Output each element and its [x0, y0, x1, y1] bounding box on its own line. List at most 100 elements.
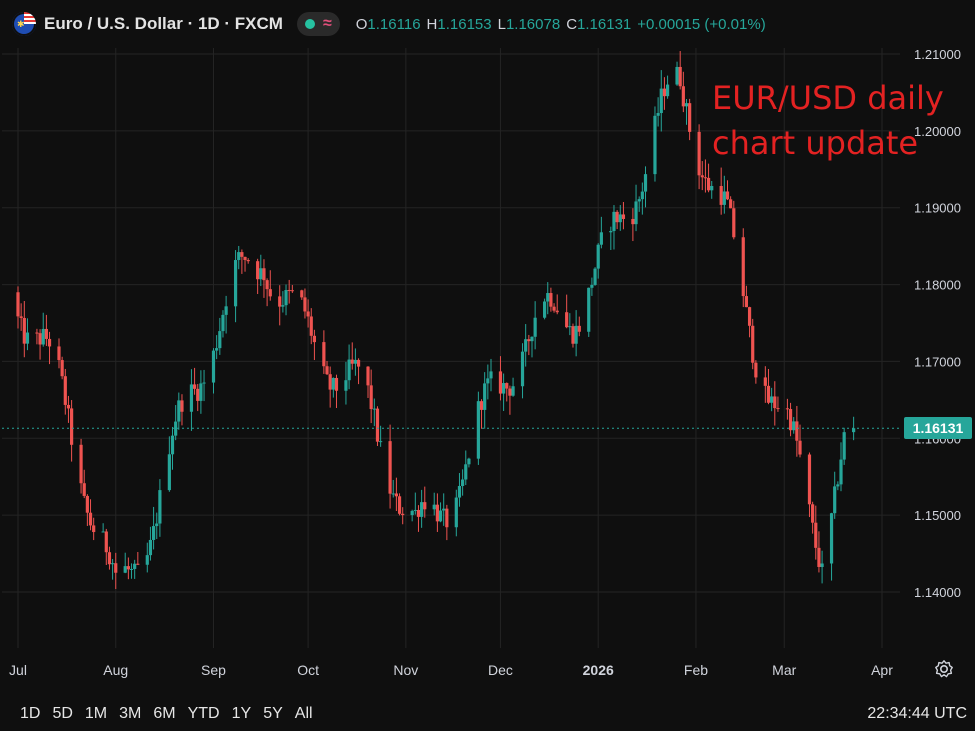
candle [82, 469, 86, 499]
candle [766, 368, 771, 405]
candle [196, 383, 200, 412]
candle [684, 99, 689, 125]
x-tick-label: Mar [772, 662, 796, 678]
x-tick-label: 2026 [583, 662, 614, 678]
candle [659, 70, 663, 132]
candle [432, 492, 436, 516]
candle [300, 289, 304, 300]
candle [101, 523, 105, 533]
candle [527, 334, 531, 356]
candle [788, 402, 793, 437]
status-dot-icon [304, 19, 315, 29]
candle [63, 368, 67, 415]
candle [202, 369, 206, 402]
candle [464, 450, 468, 486]
candle [732, 200, 736, 240]
candle [773, 381, 777, 426]
last-price-label: 1.16131 [904, 417, 972, 440]
candle [798, 424, 802, 458]
candle [643, 166, 648, 208]
candle [839, 442, 843, 492]
candle [44, 314, 48, 346]
candle [505, 382, 509, 402]
candle [725, 180, 730, 201]
candle [457, 473, 462, 507]
candle [136, 552, 140, 566]
candle [785, 398, 790, 420]
x-tick-label: Feb [684, 662, 708, 678]
close-value: 1.16131 [577, 15, 632, 33]
candle [829, 512, 834, 581]
candle [350, 342, 354, 370]
candle [325, 361, 329, 376]
candle [334, 374, 339, 409]
tf-1d[interactable]: 1D [20, 704, 41, 722]
candle [70, 400, 74, 462]
bottom-toolbar: 1D 5D 1M 3M 6M YTD 1Y 5Y All 22:34:44 UT… [0, 696, 975, 731]
candle [706, 163, 711, 193]
symbol-title[interactable]: Euro / U.S. Dollar · 1D · FXCM [44, 14, 283, 33]
candle [596, 243, 600, 279]
candle [656, 97, 660, 127]
candle [240, 249, 244, 274]
candle [820, 550, 824, 584]
candle [533, 301, 537, 350]
candle [811, 501, 815, 534]
candle [413, 492, 417, 515]
candle [170, 426, 175, 470]
candle [110, 559, 115, 580]
candle [309, 308, 313, 345]
candle [60, 356, 64, 380]
y-tick-label: 1.18000 [914, 278, 961, 293]
low-label: L [497, 15, 506, 33]
candle [833, 471, 837, 519]
candle [259, 254, 263, 287]
chart-header: ✱ Euro / U.S. Dollar · 1D · FXCM ≈ O1.16… [0, 0, 975, 48]
candle [593, 267, 597, 286]
utc-clock[interactable]: 22:34:44 UTC [867, 704, 967, 722]
candle [22, 300, 26, 358]
candle [807, 452, 812, 518]
candle [618, 205, 622, 231]
tf-ytd[interactable]: YTD [187, 704, 220, 722]
candle [47, 331, 52, 365]
candle [353, 348, 358, 376]
candle [609, 226, 613, 250]
candle [199, 370, 203, 414]
candle [221, 310, 225, 338]
candle [486, 364, 490, 400]
tf-all[interactable]: All [294, 704, 313, 722]
candle [303, 288, 307, 319]
candle [817, 531, 821, 573]
candle [57, 338, 61, 369]
candle [107, 546, 112, 570]
tf-1m[interactable]: 1M [84, 704, 108, 722]
candle [498, 356, 503, 401]
candle [795, 405, 799, 457]
x-tick-label: Aug [103, 662, 128, 678]
tf-3m[interactable]: 3M [119, 704, 142, 722]
candle [114, 552, 118, 590]
candle [662, 77, 667, 110]
tf-1y[interactable]: 1Y [231, 704, 252, 722]
market-status-pill[interactable]: ≈ [296, 12, 340, 36]
candle [612, 205, 616, 250]
settings-gear-icon[interactable] [934, 659, 954, 679]
candle [148, 526, 153, 561]
candle [710, 181, 714, 199]
tf-5d[interactable]: 5D [52, 704, 73, 722]
candle [814, 505, 818, 560]
chart-grid [2, 48, 900, 648]
candle [356, 358, 361, 385]
candle [719, 167, 723, 215]
y-tick-label: 1.15000 [914, 508, 961, 523]
tf-5y[interactable]: 5Y [263, 704, 283, 722]
ohlc-readout: O1.16116 H1.16153 L1.16078 C1.16131 +0.0… [356, 16, 766, 33]
tf-6m[interactable]: 6M [153, 704, 176, 722]
candle [38, 329, 42, 360]
y-tick-label: 1.20000 [914, 124, 961, 139]
candle [621, 202, 626, 230]
candle [19, 303, 23, 331]
y-tick-label: 1.17000 [914, 354, 961, 369]
candles [16, 51, 856, 590]
